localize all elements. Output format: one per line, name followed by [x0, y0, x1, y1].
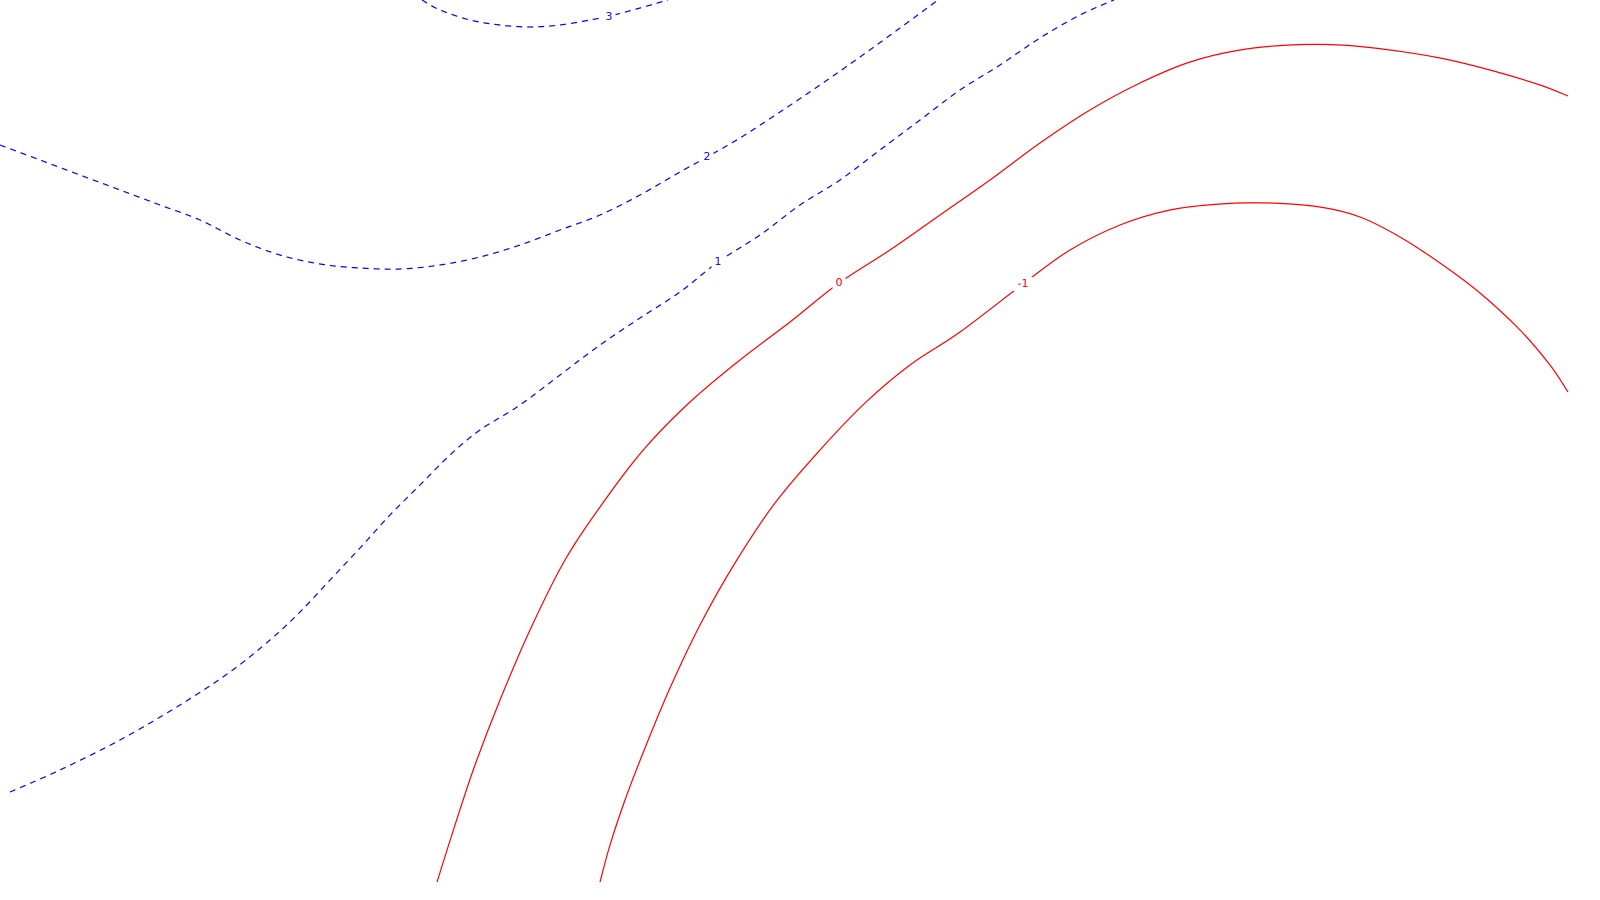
contour-label-level-3: 3 [606, 10, 613, 23]
contour-line-level-1 [9, 0, 1115, 793]
contour-label-level-2: 2 [704, 150, 711, 163]
contour-line-level-0 [436, 43, 1569, 883]
contour-labels: 3 2 1 0 -1 [602, 10, 1033, 291]
contour-label-level-1: 1 [715, 255, 722, 268]
contour-label-level-0: 0 [836, 276, 843, 289]
contour-label-background [700, 150, 714, 164]
contour-label-background [711, 255, 725, 269]
contour-label-level-neg1: -1 [1018, 277, 1029, 290]
contour-label-background [602, 10, 616, 24]
contour-label-background [832, 276, 846, 290]
contour-label-background [1013, 277, 1033, 291]
contour-lines [0, 0, 1569, 883]
contour-line-level-2 [0, 0, 939, 270]
contour-line-level-neg1 [599, 202, 1569, 883]
contour-line-level-3 [421, 0, 669, 28]
